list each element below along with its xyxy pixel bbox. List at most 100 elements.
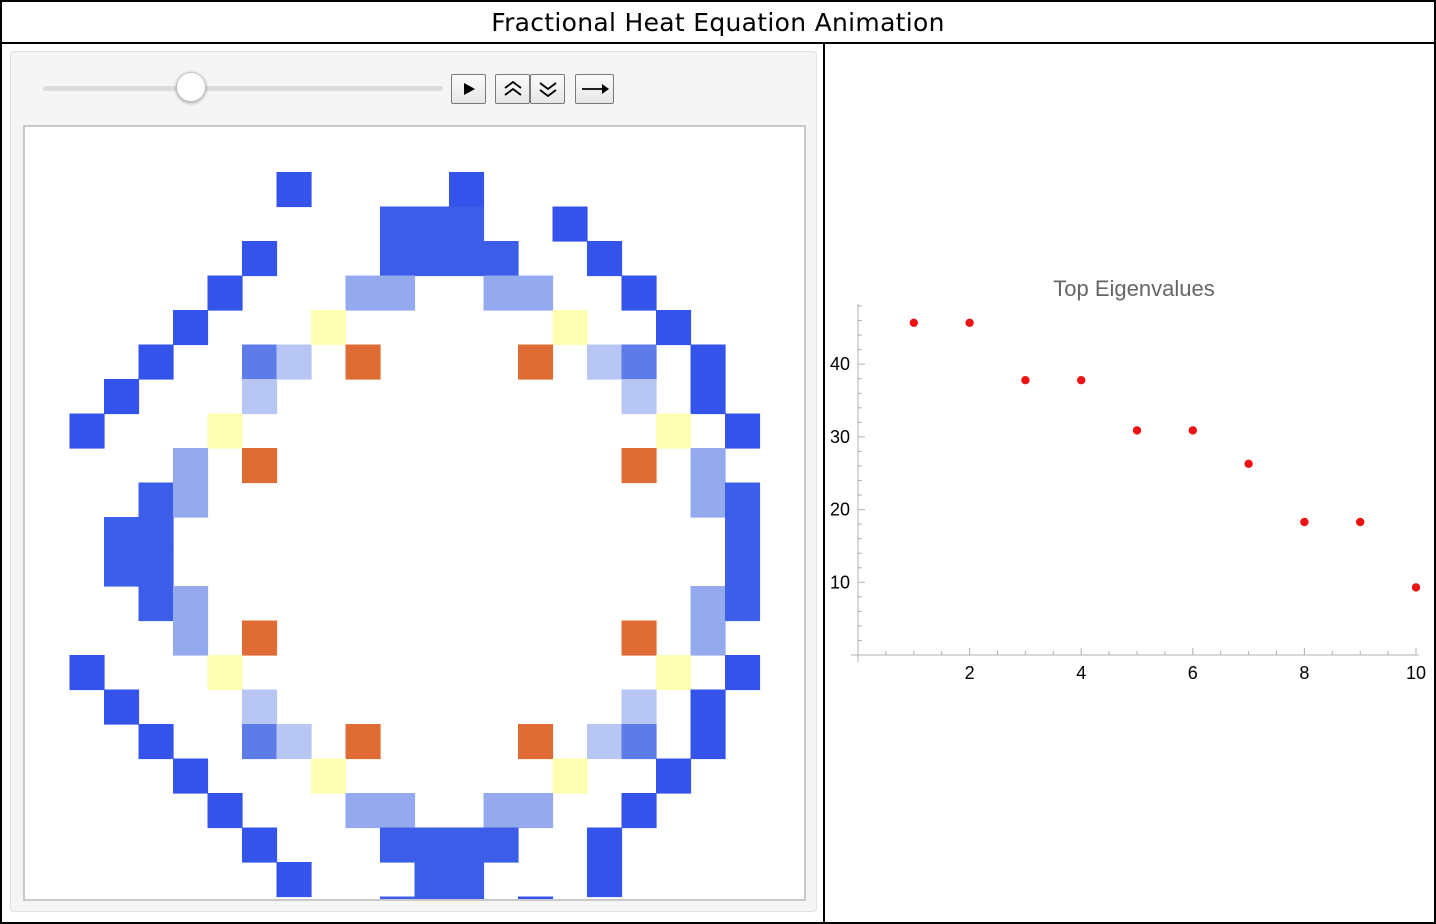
heatmap-cell xyxy=(690,482,726,518)
heatmap-cell xyxy=(587,724,623,760)
play-button[interactable] xyxy=(451,74,486,104)
heatmap-cell xyxy=(690,344,726,380)
heatmap-cell xyxy=(414,862,450,898)
heatmap-cell xyxy=(483,793,519,829)
heatmap-cell xyxy=(345,275,381,311)
heatmap-cell xyxy=(138,724,174,760)
heatmap-cell xyxy=(552,206,588,242)
heatmap-cell xyxy=(207,275,243,311)
heatmap-cell xyxy=(414,241,450,277)
heatmap-cell xyxy=(345,344,381,380)
heatmap-cell xyxy=(414,896,450,899)
panel-divider xyxy=(823,44,825,924)
heatmap-cell xyxy=(276,172,312,208)
heatmap-cell xyxy=(207,413,243,449)
heatmap-cell xyxy=(518,275,554,311)
data-point xyxy=(1077,376,1086,385)
heatmap-cell xyxy=(138,344,174,380)
heatmap-cell xyxy=(725,655,761,691)
heatmap-cell xyxy=(621,344,657,380)
heatmap-cell xyxy=(380,241,416,277)
x-tick-label: 2 xyxy=(965,663,975,683)
heatmap-cell xyxy=(449,862,485,898)
right-arrow-icon xyxy=(581,84,609,94)
heatmap-cell xyxy=(69,655,105,691)
window-title: Fractional Heat Equation Animation xyxy=(2,2,1434,44)
heatmap-frame xyxy=(23,125,806,901)
heatmap-cell xyxy=(138,551,174,587)
heatmap-cell xyxy=(449,241,485,277)
heatmap-cell xyxy=(242,379,278,415)
heatmap-cell xyxy=(552,310,588,346)
heatmap-cell xyxy=(345,724,381,760)
heatmap-cell xyxy=(138,482,174,518)
heatmap-cell xyxy=(621,379,657,415)
heatmap-cell xyxy=(587,241,623,277)
y-tick-label: 10 xyxy=(830,572,850,592)
heatmap-cell xyxy=(725,413,761,449)
data-point xyxy=(1300,517,1309,527)
heatmap-cell xyxy=(656,655,692,691)
animation-slider-track[interactable] xyxy=(43,86,443,91)
heatmap-cell xyxy=(725,482,761,518)
heatmap-cell xyxy=(621,620,657,656)
heatmap-cell xyxy=(242,724,278,760)
heatmap-cell xyxy=(104,551,140,587)
heatmap-cell xyxy=(414,206,450,242)
faster-button[interactable] xyxy=(495,74,530,104)
heatmap-cell xyxy=(518,793,554,829)
heatmap-cell xyxy=(173,758,209,794)
heatmap-cell xyxy=(449,206,485,242)
heatmap-cell xyxy=(449,896,485,899)
heatmap-cell xyxy=(173,482,209,518)
heatmap-cell xyxy=(656,310,692,346)
heatmap-cell xyxy=(380,896,416,899)
heatmap-cell xyxy=(138,517,174,553)
heatmap-cell xyxy=(483,275,519,311)
heatmap-cell xyxy=(414,827,450,863)
data-point xyxy=(909,318,918,327)
heatmap-cell xyxy=(207,793,243,829)
heatmap-cell xyxy=(621,724,657,760)
heatmap-cell xyxy=(621,689,657,725)
y-tick-label: 20 xyxy=(830,500,850,520)
heatmap-cell xyxy=(725,517,761,553)
heatmap-cell xyxy=(552,758,588,794)
x-tick-label: 10 xyxy=(1406,663,1426,683)
heatmap-cell xyxy=(690,379,726,415)
heatmap-cell xyxy=(104,379,140,415)
heatmap-cell xyxy=(104,689,140,725)
animation-panel xyxy=(10,51,817,912)
heatmap-cell xyxy=(104,517,140,553)
heatmap-cell xyxy=(242,344,278,380)
heatmap-cell xyxy=(690,689,726,725)
slower-button[interactable] xyxy=(530,74,565,104)
play-icon xyxy=(463,83,475,95)
heatmap-cell xyxy=(483,827,519,863)
heatmap-cell xyxy=(173,620,209,656)
double-chevron-down-icon xyxy=(538,82,557,98)
heatmap-cell xyxy=(725,586,761,622)
heatmap-cell xyxy=(518,724,554,760)
heatmap-cell xyxy=(380,827,416,863)
heatmap-cell xyxy=(621,448,657,484)
data-point xyxy=(1188,426,1197,435)
eigenvalue-plot: Top Eigenvalues 2 4 6 8 10 10 20 30 40 xyxy=(830,276,1426,683)
data-point xyxy=(1411,583,1421,592)
direction-button[interactable] xyxy=(575,74,614,104)
heatmap-cell xyxy=(380,793,416,829)
heatmap-cell xyxy=(242,241,278,277)
y-tick-label: 30 xyxy=(830,427,850,447)
heatmap-cell xyxy=(380,206,416,242)
data-point xyxy=(1021,376,1030,385)
heatmap-cell xyxy=(483,241,519,277)
double-chevron-up-icon xyxy=(503,80,522,96)
heatmap-cell xyxy=(242,620,278,656)
heatmap-cell xyxy=(173,448,209,484)
data-point xyxy=(965,318,974,327)
x-tick-label: 6 xyxy=(1188,663,1198,683)
heatmap-cell xyxy=(173,586,209,622)
animation-slider-thumb[interactable] xyxy=(176,72,206,102)
data-point xyxy=(1132,426,1142,435)
